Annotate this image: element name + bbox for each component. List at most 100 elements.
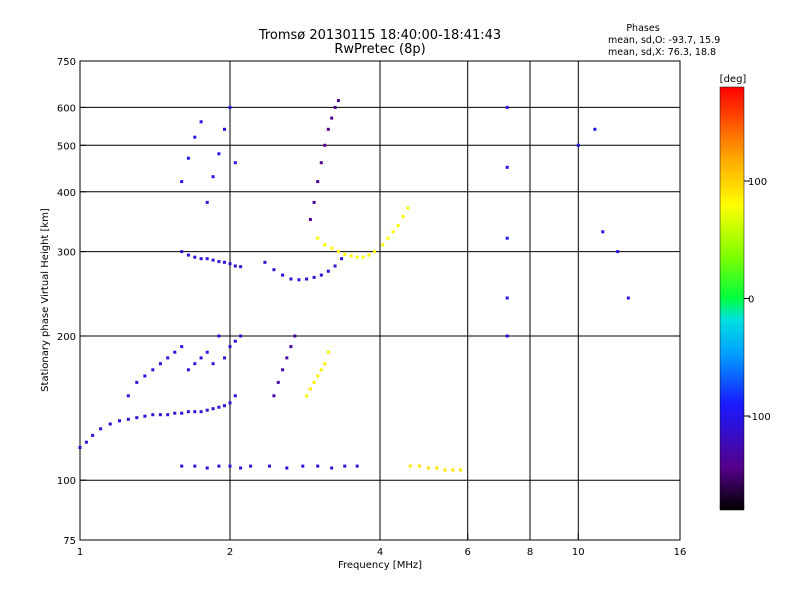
data-point [228, 345, 232, 349]
data-point [233, 394, 237, 398]
data-point [297, 278, 301, 282]
data-point [272, 268, 276, 272]
data-point [505, 236, 509, 240]
data-point [239, 265, 243, 269]
data-point [173, 350, 177, 354]
colorbar-ticks: 100 0 -100 [744, 177, 771, 423]
data-point [158, 362, 162, 366]
data-point [319, 368, 323, 372]
data-point [223, 260, 226, 264]
data-point [316, 374, 320, 378]
x-tick-label: 6 [465, 547, 471, 558]
data-point [323, 243, 327, 247]
data-point [126, 417, 130, 421]
data-point [293, 334, 297, 338]
chart-subtitle: RwPretec (8p) [334, 42, 425, 57]
data-point [426, 466, 430, 470]
data-point [223, 356, 226, 360]
data-point [217, 334, 221, 338]
data-point [408, 464, 412, 468]
data-point [233, 161, 237, 165]
data-point [180, 250, 184, 254]
data-point [396, 224, 400, 228]
data-point [505, 296, 509, 300]
data-point [135, 416, 139, 420]
grid-lines [80, 61, 680, 540]
data-point [323, 143, 327, 147]
data-point [443, 468, 447, 472]
data-point [312, 380, 316, 384]
stats-o-mode: mean, sd,O: -93.7, 15.9 [608, 35, 720, 46]
y-tick-label: 600 [57, 103, 76, 114]
data-point [349, 254, 353, 258]
data-point [316, 464, 320, 468]
stats-x-mode: mean, sd,X: 76.3, 18.8 [608, 47, 716, 58]
data-point [336, 99, 340, 103]
data-point [186, 253, 190, 257]
data-point [211, 175, 215, 179]
data-point [333, 105, 337, 109]
data-point [239, 466, 243, 470]
data-point [326, 269, 330, 273]
data-point [199, 410, 203, 414]
data-point [312, 275, 316, 279]
data-point [333, 264, 337, 268]
data-point [276, 380, 280, 384]
colorbar-unit: [deg] [720, 74, 747, 85]
y-tick-label: 500 [57, 141, 76, 152]
y-tick-label: 300 [57, 248, 76, 259]
data-point [217, 464, 221, 468]
data-point [305, 277, 309, 281]
data-point [211, 258, 215, 262]
data-point [180, 464, 184, 468]
data-point [367, 253, 371, 257]
data-point [305, 394, 309, 398]
data-point [312, 200, 316, 204]
data-point [205, 408, 209, 412]
data-point [217, 260, 221, 264]
data-point [316, 180, 320, 184]
y-tick-label: 200 [57, 332, 76, 343]
data-point [166, 413, 170, 417]
data-point [223, 404, 226, 408]
data-point [289, 277, 293, 281]
data-point [386, 236, 390, 240]
data-point [316, 236, 320, 240]
data-point [239, 334, 243, 338]
data-point [505, 105, 509, 109]
colorbar [719, 86, 745, 511]
y-axis-label: Stationary phase Virtual Height [km] [40, 208, 51, 392]
data-point [99, 427, 103, 431]
data-point [186, 368, 190, 372]
data-point [205, 200, 209, 204]
data-point [319, 161, 323, 165]
data-point [205, 350, 209, 354]
data-point [193, 135, 197, 139]
data-point [217, 152, 221, 156]
data-point [249, 464, 253, 468]
data-point [391, 230, 395, 234]
data-point [319, 273, 323, 277]
data-point [118, 419, 121, 423]
data-point [186, 410, 190, 414]
data-point [616, 250, 620, 254]
y-tick-label: 400 [57, 188, 76, 199]
data-point [355, 464, 359, 468]
data-point [193, 255, 197, 259]
data-point [199, 120, 203, 124]
data-point [330, 116, 334, 120]
y-tick-label: 100 [57, 476, 76, 487]
data-point [626, 296, 630, 300]
data-point [576, 143, 580, 147]
data-point [381, 243, 385, 247]
y-tick-label: 750 [57, 57, 76, 68]
data-point [173, 411, 177, 415]
data-point [193, 464, 197, 468]
data-point [151, 368, 155, 372]
data-point [143, 374, 147, 378]
data-point [211, 407, 215, 411]
data-point [355, 255, 359, 259]
data-point [108, 422, 112, 426]
data-point [180, 180, 184, 184]
